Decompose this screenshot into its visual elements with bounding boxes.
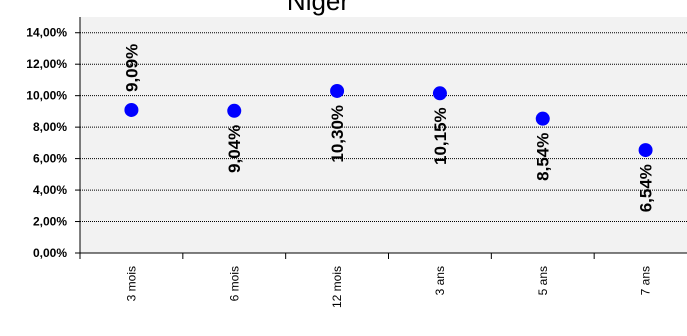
y-tick-label: 6,00% bbox=[33, 152, 67, 166]
data-label: 9,09% bbox=[122, 44, 141, 92]
plot-background bbox=[80, 17, 687, 253]
y-tick-label: 4,00% bbox=[33, 183, 67, 197]
data-point bbox=[330, 83, 345, 98]
x-tick-label: 7 ans bbox=[639, 266, 653, 295]
y-tick-label: 0,00% bbox=[33, 246, 67, 260]
x-tick-label: 5 ans bbox=[536, 266, 550, 295]
y-tick-label: 14,00% bbox=[26, 26, 67, 40]
x-tick-label: 3 mois bbox=[124, 266, 138, 301]
data-label: 9,04% bbox=[225, 125, 244, 173]
chart-title: Niger bbox=[287, 0, 349, 16]
data-label: 6,54% bbox=[637, 164, 656, 212]
y-tick-label: 2,00% bbox=[33, 215, 67, 229]
y-tick-label: 12,00% bbox=[26, 57, 67, 71]
data-point bbox=[432, 86, 447, 101]
x-tick-label: 3 ans bbox=[433, 266, 447, 295]
data-point bbox=[535, 111, 550, 126]
x-tick-label: 12 mois bbox=[330, 266, 344, 308]
data-point bbox=[638, 143, 653, 158]
y-tick-label: 10,00% bbox=[26, 89, 67, 103]
data-point bbox=[227, 103, 242, 118]
data-label: 10,15% bbox=[431, 107, 450, 165]
x-tick-label: 6 mois bbox=[227, 266, 241, 301]
y-tick-label: 8,00% bbox=[33, 120, 67, 134]
data-point bbox=[124, 102, 139, 117]
data-label: 10,30% bbox=[328, 105, 347, 163]
plot-area: 0,00% 2,00% 4,00% 6,00% 8,00% 10,00% 12,00% 14,… bbox=[26, 17, 687, 308]
data-label: 8,54% bbox=[534, 133, 553, 181]
